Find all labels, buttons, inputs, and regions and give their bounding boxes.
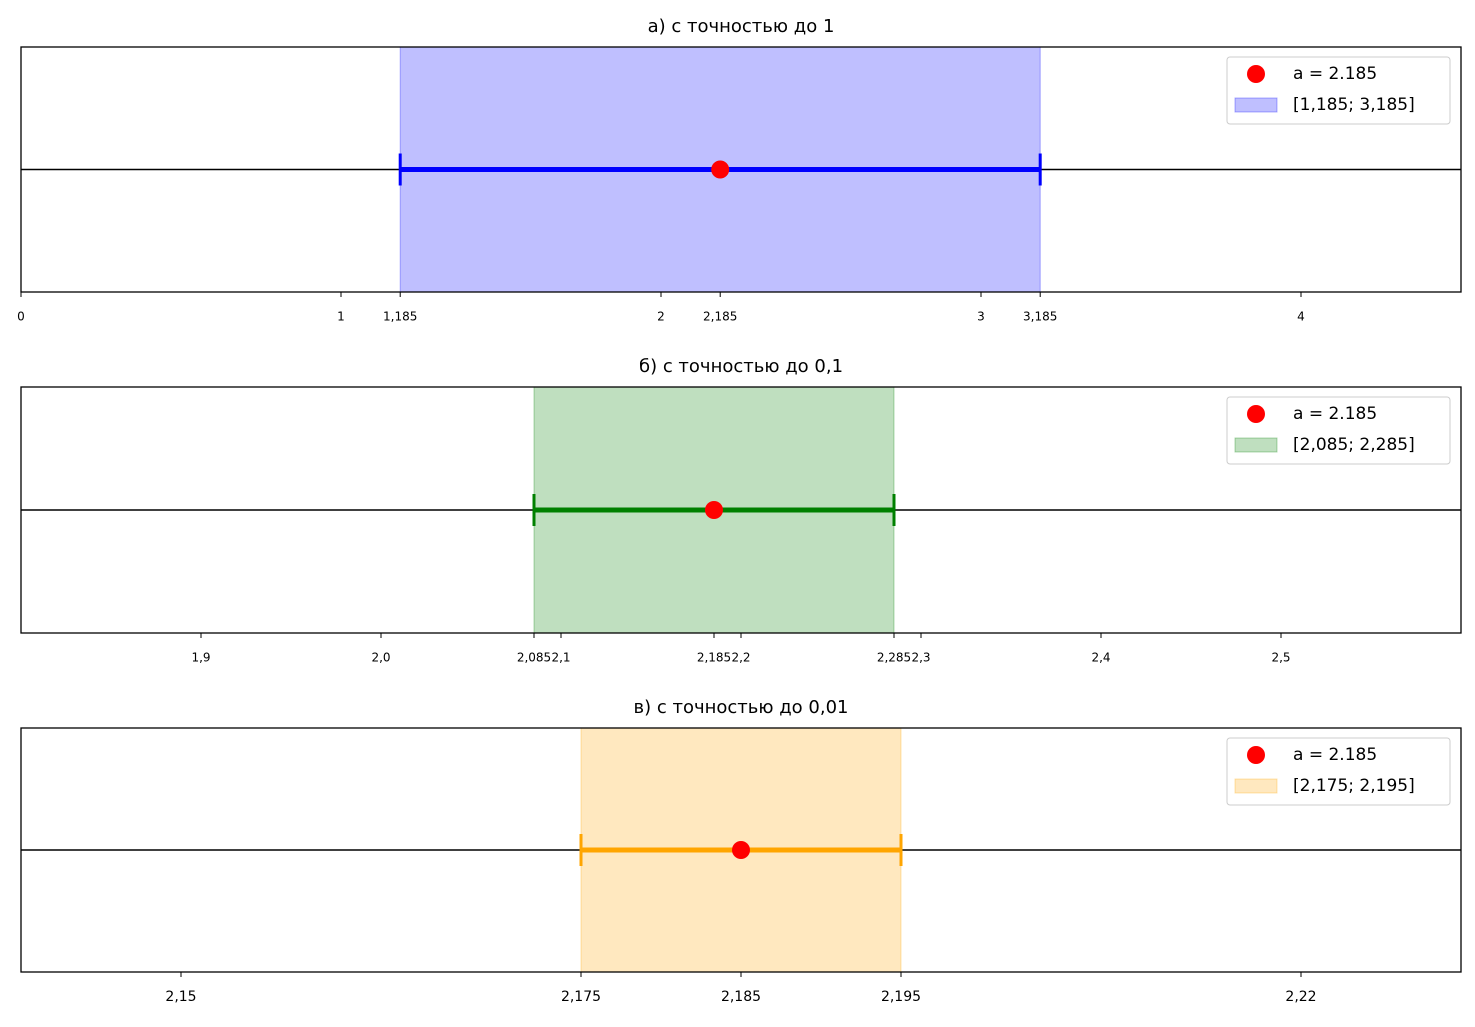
subplot-title: в) с точностью до 0,01: [633, 697, 848, 718]
x-tick-label: 2,085: [517, 651, 551, 665]
subplot-title: а) с точностью до 1: [648, 16, 835, 37]
legend-box: [1226, 737, 1451, 806]
legend-box: [1226, 56, 1451, 125]
legend-label: [2,175; 2,195]: [1293, 776, 1415, 796]
x-tick-label: 2,3: [911, 651, 930, 665]
x-tick-label: 2,185: [697, 651, 731, 665]
legend-marker: [1247, 746, 1265, 764]
x-tick-label: 2,4: [1091, 651, 1110, 665]
legend-label: a = 2.185: [1293, 64, 1377, 84]
x-tick-label: 4: [1297, 310, 1305, 324]
legend-label: a = 2.185: [1293, 404, 1377, 424]
point-marker: [711, 160, 730, 179]
x-tick-label: 1,9: [191, 651, 210, 665]
subplot-title: б) с точностью до 0,1: [639, 356, 843, 377]
x-tick-label: 2,5: [1271, 651, 1290, 665]
legend-label: a = 2.185: [1293, 745, 1377, 765]
legend-label: [1,185; 3,185]: [1293, 95, 1415, 115]
legend-box: [1226, 396, 1451, 465]
point-marker: [705, 501, 723, 519]
x-tick-label: 1: [337, 310, 345, 324]
x-tick-label: 2: [657, 310, 665, 324]
x-tick-label: 2,2: [731, 651, 750, 665]
legend-label: [2,085; 2,285]: [1293, 435, 1415, 455]
x-tick-label: 2,22: [1285, 989, 1316, 1005]
legend-swatch: [1234, 97, 1278, 113]
x-tick-label: 2,285: [877, 651, 911, 665]
x-tick-label: 2,1: [551, 651, 570, 665]
legend-marker: [1247, 405, 1265, 423]
x-tick-label: 3: [977, 310, 985, 324]
point-marker: [732, 841, 750, 859]
x-tick-label: 0: [17, 310, 25, 324]
x-tick-label: 1,185: [383, 310, 417, 324]
x-tick-label: 2,185: [721, 989, 761, 1005]
x-tick-label: 2,15: [165, 989, 196, 1005]
x-tick-label: 2,185: [703, 310, 737, 324]
legend-marker: [1247, 65, 1265, 83]
x-tick-label: 2,195: [881, 989, 921, 1005]
axes-frame: [20, 46, 1462, 293]
legend-swatch: [1234, 437, 1278, 453]
x-tick-label: 3,185: [1023, 310, 1057, 324]
x-tick-label: 2,0: [371, 651, 390, 665]
x-tick-label: 2,175: [561, 989, 601, 1005]
legend-swatch: [1234, 778, 1278, 794]
